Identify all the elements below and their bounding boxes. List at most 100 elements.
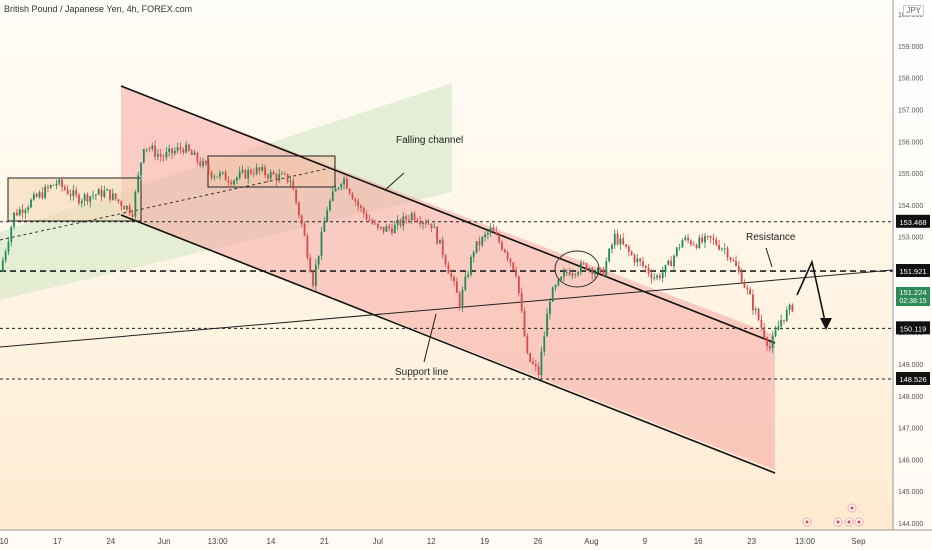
candle-body bbox=[388, 226, 391, 229]
time-axis-background bbox=[0, 530, 932, 550]
candle-body bbox=[331, 191, 334, 201]
price-tick-label: 147.000 bbox=[898, 426, 923, 433]
falling-channel-label: Falling channel bbox=[396, 135, 463, 146]
candle-body bbox=[148, 148, 151, 150]
candle-body bbox=[673, 255, 675, 267]
candle-body bbox=[241, 170, 244, 172]
current-price-value: 151.224 bbox=[899, 288, 926, 297]
candle-body bbox=[439, 239, 441, 244]
level-price-tag bbox=[896, 372, 930, 386]
level-price-labels: 153.468 151.921 150.119 148.526 bbox=[896, 214, 930, 386]
candle-body bbox=[247, 169, 250, 179]
candle-body bbox=[721, 248, 723, 250]
candle-body bbox=[117, 199, 120, 202]
candle-body bbox=[244, 170, 247, 179]
candle-body bbox=[706, 235, 709, 237]
candle-body bbox=[49, 185, 52, 188]
time-tick-label: 23 bbox=[747, 537, 756, 546]
candle-body bbox=[768, 346, 771, 349]
candle-body bbox=[348, 188, 351, 194]
candle-body bbox=[436, 226, 438, 244]
price-tick-label: 155.000 bbox=[898, 171, 923, 178]
candle-body bbox=[408, 219, 410, 221]
candle-body bbox=[21, 209, 24, 214]
candle-body bbox=[622, 238, 625, 245]
candle-body bbox=[557, 279, 560, 286]
candle-body bbox=[704, 235, 706, 243]
candle-body bbox=[72, 190, 75, 196]
candle-body bbox=[444, 255, 447, 265]
candle-body bbox=[551, 287, 554, 302]
candle-body bbox=[611, 245, 613, 249]
candle-body bbox=[616, 233, 619, 245]
candle-body bbox=[783, 319, 785, 321]
candle-body bbox=[103, 190, 106, 197]
candle-body bbox=[427, 223, 430, 225]
candle-body bbox=[114, 193, 117, 200]
candle-body bbox=[97, 189, 100, 195]
candle-body bbox=[89, 196, 92, 202]
candle-body bbox=[523, 310, 526, 337]
breakout-highlight-ellipse bbox=[554, 250, 600, 288]
candle-body bbox=[13, 212, 15, 227]
candle-body bbox=[264, 167, 266, 176]
level-price-label: 153.468 bbox=[899, 218, 926, 227]
price-tick-label: 153.000 bbox=[898, 235, 923, 242]
candle-body bbox=[681, 240, 684, 248]
consolidation-box-left bbox=[7, 177, 142, 222]
candle-body bbox=[354, 199, 357, 202]
candle-body bbox=[718, 245, 720, 250]
candle-body bbox=[66, 189, 69, 195]
time-tick-label: 13:00 bbox=[208, 537, 229, 546]
candle-body bbox=[780, 319, 783, 327]
candle-body bbox=[537, 366, 540, 376]
candle-body bbox=[255, 167, 258, 174]
candle-body bbox=[410, 213, 413, 221]
candle-body bbox=[292, 181, 295, 190]
candle-body bbox=[168, 148, 171, 153]
candle-body bbox=[275, 174, 278, 181]
time-tick-label: 24 bbox=[106, 537, 115, 546]
price-tick-label: 145.000 bbox=[898, 489, 923, 496]
event-marker-dot-icon bbox=[836, 520, 840, 524]
candle-body bbox=[591, 268, 594, 275]
current-price-tag bbox=[896, 287, 930, 306]
candle-body bbox=[664, 264, 667, 273]
candle-body bbox=[61, 179, 63, 187]
candle-body bbox=[109, 189, 111, 200]
candle-body bbox=[486, 232, 489, 235]
candle-body bbox=[317, 255, 320, 265]
time-tick-label: 12 bbox=[427, 537, 436, 546]
candle-body bbox=[534, 364, 537, 367]
candle-body bbox=[667, 260, 670, 265]
candle-body bbox=[791, 304, 794, 312]
candle-body bbox=[574, 273, 577, 275]
candle-body bbox=[509, 258, 512, 263]
candle-body bbox=[185, 144, 188, 153]
candle-body bbox=[306, 235, 309, 258]
candle-body bbox=[549, 301, 551, 314]
candle-body bbox=[729, 257, 732, 261]
candle-body bbox=[391, 228, 393, 234]
candle-body bbox=[478, 241, 481, 246]
candle-body bbox=[489, 227, 492, 233]
candle-body bbox=[447, 264, 450, 274]
candle-body bbox=[157, 154, 159, 157]
candle-body bbox=[111, 193, 114, 200]
currency-badge[interactable]: JPY bbox=[903, 5, 924, 16]
candle-body bbox=[179, 147, 182, 150]
candle-body bbox=[162, 156, 165, 158]
candle-body bbox=[422, 222, 424, 225]
falling-channel-top-line bbox=[120, 85, 776, 344]
candle-body bbox=[596, 268, 599, 273]
candle-body bbox=[498, 234, 501, 243]
candle-body bbox=[472, 252, 475, 257]
level-price-tag bbox=[896, 264, 930, 278]
candle-body bbox=[712, 237, 715, 240]
candle-body bbox=[568, 271, 571, 276]
event-markers[interactable] bbox=[802, 503, 864, 527]
price-candles bbox=[1, 140, 794, 380]
candle-body bbox=[633, 255, 636, 263]
